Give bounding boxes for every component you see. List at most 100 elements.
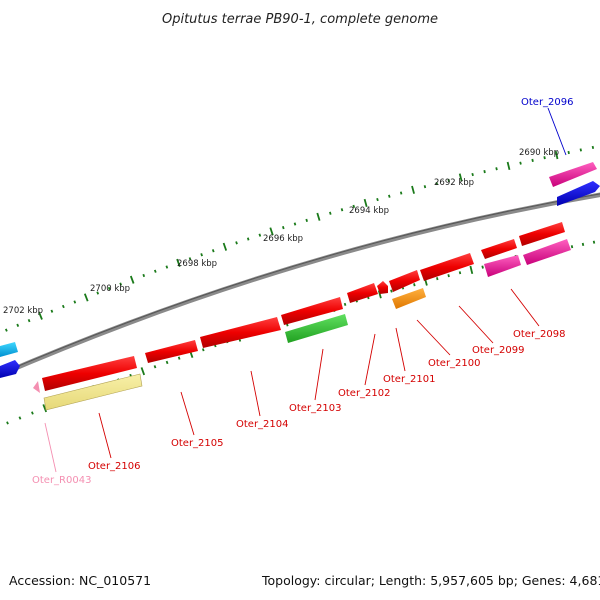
outer-track-tick bbox=[61, 304, 65, 309]
leader-oter-2098 bbox=[510, 288, 540, 327]
tick-label-2698: 2698 kbp bbox=[177, 259, 217, 269]
outer-track-tick bbox=[142, 273, 146, 278]
tick-label-2690: 2690 kbp bbox=[519, 148, 559, 158]
outer-track-tick bbox=[246, 237, 250, 241]
gene-feature-oter-2101[interactable] bbox=[389, 270, 420, 292]
gene-feature-oter-r0043[interactable] bbox=[33, 381, 40, 393]
outer-track-tick bbox=[188, 257, 192, 261]
gene-label-oter-2100[interactable]: Oter_2100 bbox=[428, 358, 481, 369]
outer-track-tick bbox=[376, 197, 379, 202]
gene-feature-oter-2096[interactable] bbox=[557, 181, 600, 206]
gene-feature-oter-2101-orange[interactable] bbox=[392, 288, 426, 309]
outer-track-tick bbox=[73, 300, 77, 304]
outer-track-tick bbox=[83, 293, 89, 302]
leader-oter-r0043 bbox=[44, 422, 57, 473]
gene-feature-oter-2101b[interactable] bbox=[377, 281, 388, 294]
gene-feature-oter-2104[interactable] bbox=[200, 317, 281, 348]
inner-track-tick bbox=[469, 265, 474, 275]
outer-track-tick bbox=[165, 265, 169, 269]
gene-label-oter-2105[interactable]: Oter_2105 bbox=[171, 438, 224, 449]
tick-label-2692: 2692 kbp bbox=[434, 178, 474, 188]
outer-track-tick bbox=[235, 241, 238, 245]
inner-track-tick bbox=[390, 289, 393, 293]
gene-label-oter-r0043[interactable]: Oter_R0043 bbox=[32, 475, 91, 486]
gene-feature-oter-2106[interactable] bbox=[42, 356, 137, 391]
leader-oter-2105 bbox=[180, 391, 195, 436]
gene-feature-left-cyan[interactable] bbox=[0, 342, 18, 357]
gene-label-oter-2098[interactable]: Oter_2098 bbox=[513, 329, 566, 340]
outer-track-tick bbox=[27, 318, 31, 323]
outer-track-tick bbox=[258, 233, 262, 237]
outer-track-tick bbox=[222, 242, 228, 251]
outer-track-tick bbox=[506, 161, 511, 171]
inner-track-tick bbox=[481, 265, 484, 269]
leader-oter-2103 bbox=[314, 348, 324, 401]
outer-track-tick bbox=[38, 311, 43, 320]
outer-track-tick bbox=[16, 323, 20, 327]
inner-track-tick bbox=[18, 416, 22, 420]
genome-backbone-edge bbox=[0, 193, 600, 375]
outer-track-tick bbox=[119, 282, 123, 286]
outer-track-tick bbox=[352, 204, 356, 208]
gene-feature-oter-2105[interactable] bbox=[145, 340, 198, 363]
inner-track-tick bbox=[592, 240, 596, 244]
outer-track-tick bbox=[153, 269, 157, 273]
gene-label-oter-2099[interactable]: Oter_2099 bbox=[472, 345, 525, 356]
outer-track-tick bbox=[458, 173, 463, 182]
outer-track-tick bbox=[567, 150, 570, 155]
outer-track-tick bbox=[388, 194, 391, 198]
gene-feature-oter-2099[interactable] bbox=[484, 255, 521, 277]
gene-feature-oter-2097[interactable] bbox=[519, 222, 565, 246]
gene-label-oter-2101[interactable]: Oter_2101 bbox=[383, 374, 436, 385]
outer-track-tick bbox=[543, 156, 546, 160]
genome-backbone bbox=[0, 192, 600, 378]
tick-label-2694: 2694 kbp bbox=[349, 206, 389, 216]
inner-track-tick bbox=[413, 283, 416, 287]
outer-track-tick bbox=[483, 170, 486, 174]
leader-lines bbox=[44, 107, 567, 473]
outer-track-tick bbox=[107, 286, 111, 291]
inner-track-tick bbox=[6, 421, 9, 425]
gene-label-oter-2102[interactable]: Oter_2102 bbox=[338, 388, 391, 399]
gene-feature-oter-2103-green[interactable] bbox=[285, 314, 348, 343]
inner-track-tick bbox=[140, 367, 146, 376]
gene-label-oter-2104[interactable]: Oter_2104 bbox=[236, 419, 289, 430]
gene-label-oter-2096[interactable]: Oter_2096 bbox=[521, 97, 574, 108]
outer-track-tick bbox=[340, 208, 344, 212]
genome-summary-text: Topology: circular; Length: 5,957,605 bp… bbox=[262, 573, 600, 588]
outer-track-tick bbox=[591, 145, 595, 149]
inner-track-tick bbox=[153, 365, 157, 369]
outer-track-tick bbox=[519, 161, 522, 165]
gene-label-oter-2106[interactable]: Oter_2106 bbox=[88, 461, 141, 472]
outer-track-tick bbox=[50, 309, 54, 313]
outer-track-tick bbox=[282, 226, 285, 230]
gene-feature-oter-2102[interactable] bbox=[347, 283, 378, 303]
gene-feature-oter-2103[interactable] bbox=[281, 297, 343, 325]
gene-feature-oter-2095[interactable] bbox=[549, 162, 597, 187]
outer-track-tick bbox=[200, 253, 203, 257]
gene-feature-oter-2100[interactable] bbox=[420, 253, 474, 281]
leader-oter-2101 bbox=[395, 327, 406, 372]
inner-track-tick bbox=[447, 274, 450, 278]
gene-feature-left-blue[interactable] bbox=[0, 360, 20, 378]
outer-track-tick bbox=[96, 291, 100, 295]
gene-feature-oter-2098[interactable] bbox=[481, 239, 517, 259]
outer-track-tick bbox=[399, 191, 403, 195]
outer-track-tick bbox=[293, 222, 297, 226]
outer-track-tick bbox=[176, 258, 181, 268]
gene-features bbox=[0, 162, 600, 411]
inner-track-tick bbox=[343, 302, 347, 306]
gene-feature-oter-2098b[interactable] bbox=[523, 239, 571, 265]
outer-track-tick bbox=[4, 328, 8, 332]
tick-label-2700: 2700 kbp bbox=[90, 284, 130, 294]
gene-feature-oter-2106-yellow[interactable] bbox=[43, 373, 143, 411]
outer-track-tick bbox=[211, 249, 215, 253]
accession-text: Accession: NC_010571 bbox=[9, 573, 152, 588]
outer-track-tick bbox=[269, 227, 274, 236]
gene-label-oter-2103[interactable]: Oter_2103 bbox=[289, 403, 342, 414]
outer-track-tick bbox=[471, 172, 474, 177]
outer-tick-track bbox=[4, 145, 595, 332]
inner-track-tick bbox=[436, 277, 439, 281]
outer-track-tick bbox=[579, 148, 582, 152]
